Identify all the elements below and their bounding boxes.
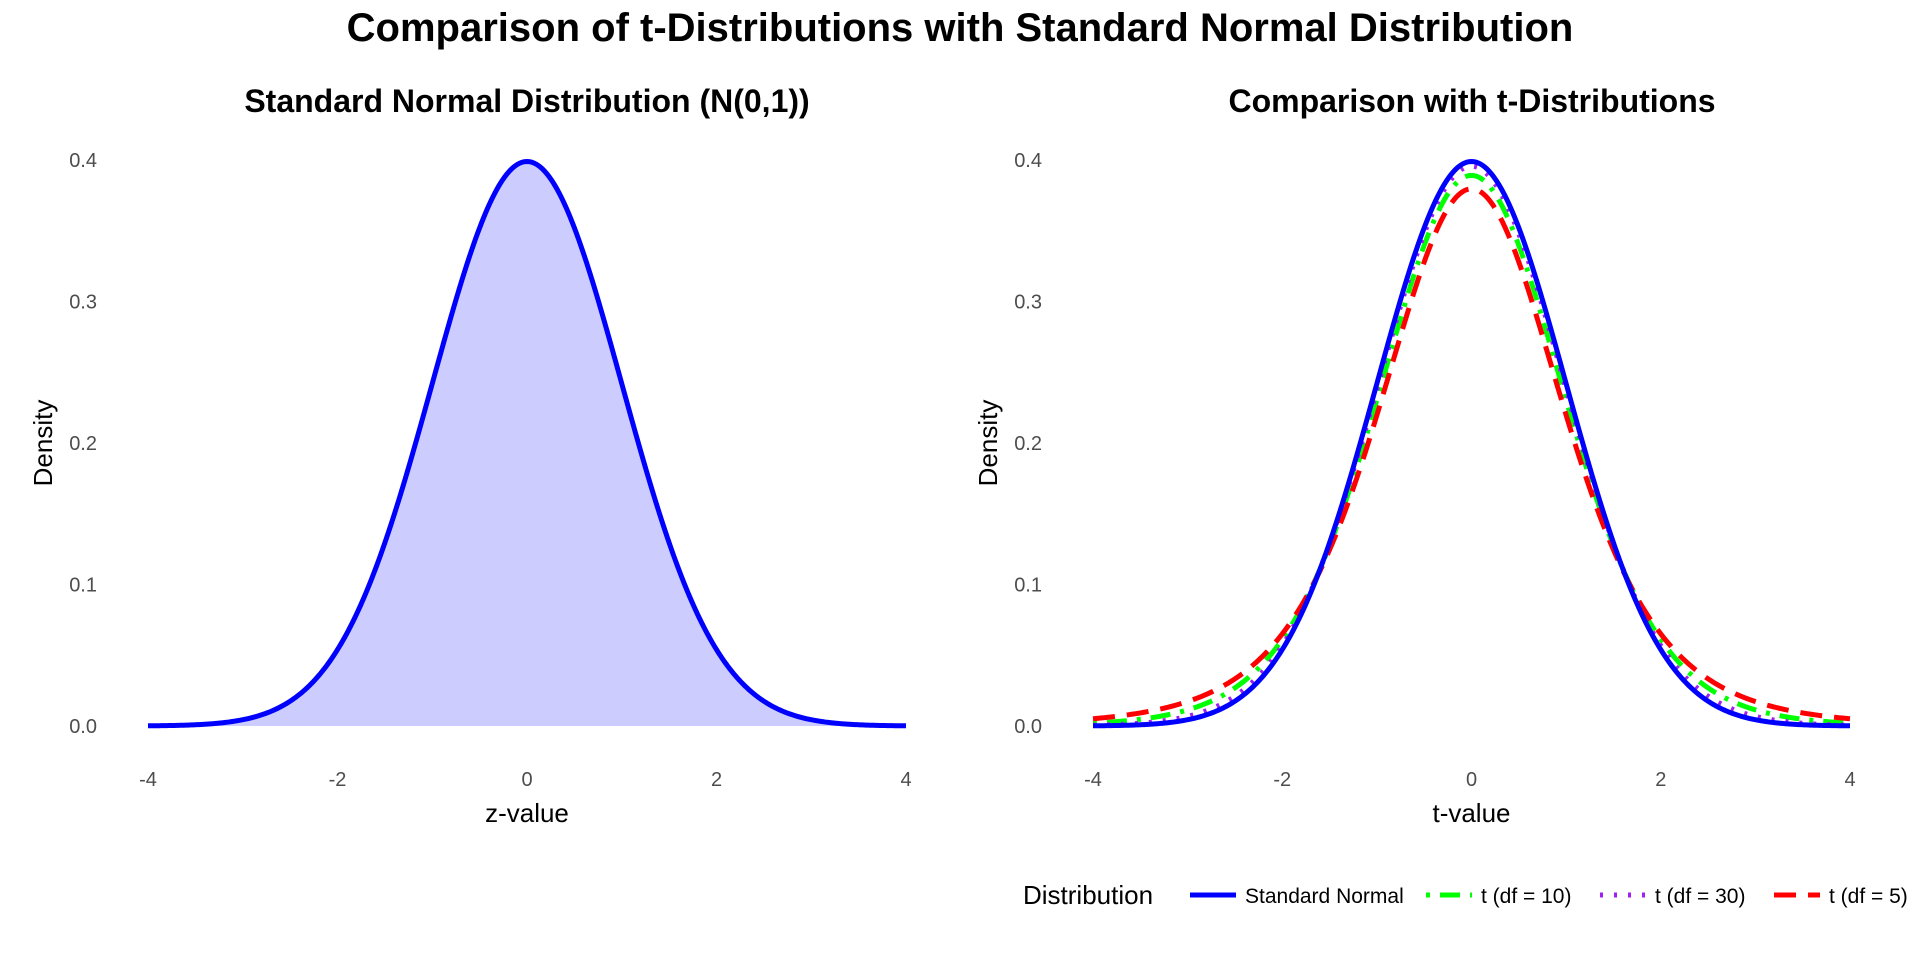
plot-panel-1: Standard Normal Distribution (N(0,1)) 0.0… xyxy=(28,83,912,828)
y-tick-label: 0.3 xyxy=(1014,292,1042,314)
density-curve-t-df-10 xyxy=(1092,172,1851,726)
y-tick-label: 0.4 xyxy=(1014,150,1042,172)
legend-title: Distribution xyxy=(1023,880,1153,910)
x-tick-label: -2 xyxy=(1273,769,1291,791)
y-tick-label: 0.2 xyxy=(69,433,97,455)
y-tick-label: 0.3 xyxy=(69,292,97,314)
density-curve-normal xyxy=(147,159,907,729)
y-axis-label: Density xyxy=(28,400,58,487)
y-tick-label: 0.0 xyxy=(69,716,97,738)
x-tick-label: 0 xyxy=(521,769,532,791)
y-tick-label: 0.2 xyxy=(1014,433,1042,455)
x-axis-label: t-value xyxy=(1432,798,1510,828)
x-tick-label: 2 xyxy=(711,769,722,791)
panel-title: Standard Normal Distribution (N(0,1)) xyxy=(244,83,809,119)
legend: Distribution Standard Normal t (df = 10) t … xyxy=(1023,880,1908,910)
y-axis-label: Density xyxy=(973,400,1003,487)
plot-panel-2: Comparison with t-Distributions 0.0 0.1 0.2… xyxy=(973,83,1856,828)
x-tick-label: -4 xyxy=(1084,769,1102,791)
x-axis-label: z-value xyxy=(485,798,569,828)
density-curve-t-df-30 xyxy=(1092,163,1851,728)
x-tick-label: -2 xyxy=(329,769,347,791)
y-tick-label: 0.1 xyxy=(69,575,97,597)
density-curve-standard-normal xyxy=(1092,159,1851,729)
x-tick-label: 4 xyxy=(1844,769,1855,791)
density-area-normal xyxy=(148,161,906,726)
legend-label: t (df = 30) xyxy=(1655,885,1745,908)
x-tick-label: 2 xyxy=(1655,769,1666,791)
legend-label: Standard Normal xyxy=(1245,885,1404,908)
figure-title: Comparison of t-Distributions with Stand… xyxy=(346,6,1574,50)
y-tick-label: 0.1 xyxy=(1014,575,1042,597)
legend-label: t (df = 5) xyxy=(1829,885,1908,908)
density-curve-t-df-5 xyxy=(1092,186,1851,722)
legend-label: t (df = 10) xyxy=(1481,885,1571,908)
x-tick-label: -4 xyxy=(139,769,157,791)
x-tick-label: 4 xyxy=(900,769,911,791)
panel-title: Comparison with t-Distributions xyxy=(1228,83,1715,119)
y-tick-label: 0.0 xyxy=(1014,716,1042,738)
y-tick-label: 0.4 xyxy=(69,150,97,172)
x-tick-label: 0 xyxy=(1466,769,1477,791)
